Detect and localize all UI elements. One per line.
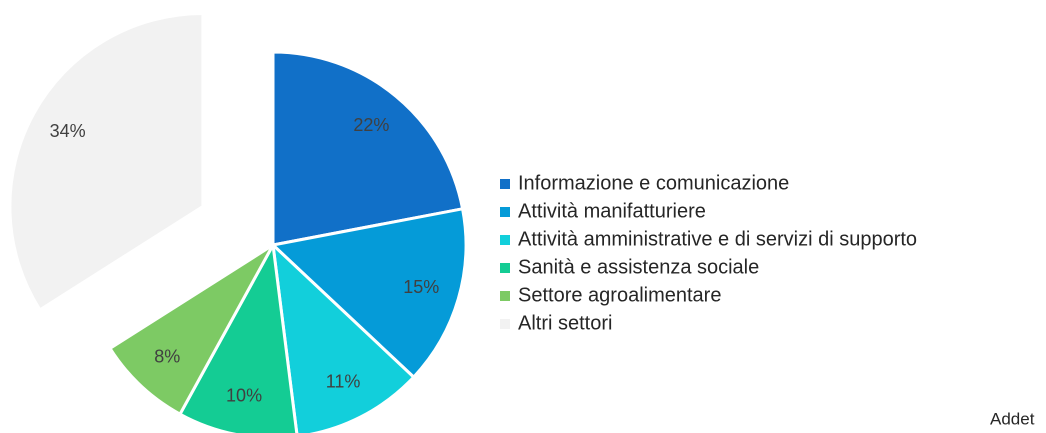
legend-label: Altri settori bbox=[518, 312, 612, 334]
legend-swatch bbox=[500, 235, 510, 245]
legend-swatch bbox=[500, 291, 510, 301]
legend-label: Attività amministrative e di servizi di … bbox=[518, 228, 917, 250]
legend-swatch bbox=[500, 207, 510, 217]
pie-slice bbox=[270, 241, 416, 433]
data-label: 8% bbox=[154, 346, 180, 366]
legend-label: Informazione e comunicazione bbox=[518, 172, 789, 194]
pie-slice bbox=[177, 240, 299, 433]
data-label: 10% bbox=[226, 385, 262, 405]
pie-slice bbox=[107, 243, 275, 417]
data-label: 11% bbox=[326, 371, 361, 391]
data-label: 15% bbox=[403, 277, 439, 297]
pie-slice bbox=[8, 11, 205, 312]
legend-swatch bbox=[500, 179, 510, 189]
data-label: 22% bbox=[353, 115, 389, 135]
data-label: 34% bbox=[50, 121, 86, 141]
legend-swatch bbox=[500, 263, 510, 273]
legend-label: Attività manifatturiere bbox=[518, 200, 706, 222]
legend-label: Settore agroalimentare bbox=[518, 284, 721, 306]
legend-swatch bbox=[500, 319, 510, 329]
pie-slice bbox=[271, 50, 465, 247]
legend-label: Sanità e assistenza sociale bbox=[518, 256, 759, 278]
pie-slice bbox=[269, 207, 468, 380]
note: Addet bbox=[990, 409, 1035, 428]
